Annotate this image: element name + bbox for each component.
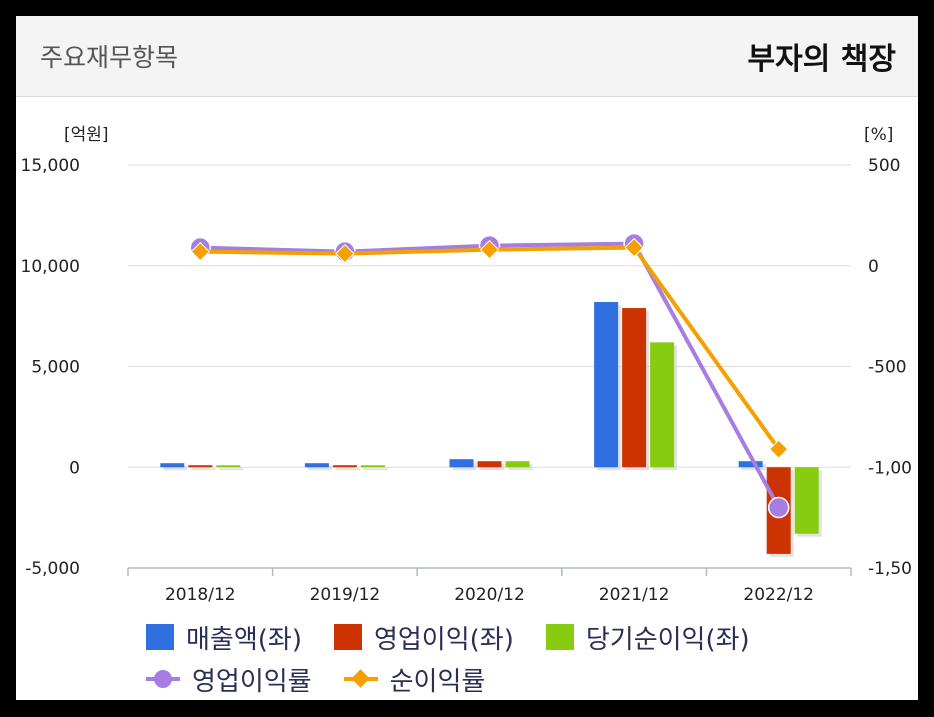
chart-panel: 주요재무항목 부자의 책장 15,000 10,000 5,000 0 -5,000 50…: [16, 16, 918, 700]
bar: [738, 461, 763, 468]
bar: [360, 465, 385, 468]
legend-row-bars: 매출액(좌) 영업이익(좌) 당기순이익(좌): [146, 616, 906, 658]
bar: [332, 465, 357, 468]
right-tick-label: 500: [868, 156, 900, 176]
line-point: [624, 237, 644, 258]
left-tick-label: 5,000: [31, 358, 80, 378]
left-axis-unit: [억원]: [64, 125, 109, 145]
legend-label-operating-profit: 영업이익(좌): [373, 624, 514, 655]
right-tick-label: 0: [868, 257, 879, 277]
financial-chart: 15,000 10,000 5,000 0 -5,000 500 0 -500 -1,00 -1,…: [21, 125, 912, 605]
bar: [477, 461, 502, 468]
line-point: [767, 496, 790, 519]
legend-label-net-income: 당기순이익(좌): [585, 624, 750, 655]
category-label: 2022/12: [743, 585, 814, 605]
left-tick-label: 10,000: [21, 257, 80, 277]
line-point: [190, 241, 211, 262]
legend-swatch-net-margin: [343, 666, 378, 692]
bar: [188, 465, 213, 468]
legend-swatch-net-income: [545, 624, 574, 650]
bar-shadow: [163, 466, 188, 471]
legend-label-net-margin: 순이익률: [389, 666, 486, 697]
legend-item-revenue[interactable]: 매출액(좌): [146, 619, 302, 656]
legend-item-operating-margin[interactable]: 영업이익률: [146, 661, 312, 698]
bar-shadow: [307, 466, 332, 471]
bar: [622, 308, 647, 468]
bar-shadow: [219, 468, 244, 471]
panel-header: 주요재무항목 부자의 책장: [16, 16, 918, 97]
line-point: [335, 243, 355, 264]
bar: [160, 463, 185, 468]
left-tick-label: 0: [69, 458, 80, 478]
right-tick-label: -500: [868, 358, 907, 378]
category-label: 2020/12: [454, 585, 525, 605]
legend-item-operating-profit[interactable]: 영업이익(좌): [333, 619, 514, 656]
bar: [505, 461, 530, 468]
bar: [216, 465, 241, 468]
legend-label-revenue: 매출액(좌): [186, 624, 302, 655]
bar: [594, 302, 619, 468]
bar-shadow: [191, 468, 216, 471]
legend-swatch-operating-margin: [146, 666, 180, 692]
legend-item-net-margin[interactable]: 순이익률: [343, 661, 486, 698]
right-tick-label: -1,00: [868, 458, 912, 478]
brand-logo-text: 부자의 책장: [747, 42, 896, 77]
line-point: [479, 239, 500, 260]
bar: [650, 342, 675, 468]
left-tick-label: 15,000: [21, 156, 80, 176]
chart-legend: 매출액(좌) 영업이익(좌) 당기순이익(좌) 영업이익률: [146, 616, 906, 700]
left-tick-label: -5,000: [25, 559, 80, 579]
bar: [304, 463, 329, 468]
category-label: 2019/12: [310, 585, 381, 605]
legend-swatch-revenue: [146, 624, 174, 650]
category-label: 2021/12: [599, 585, 670, 605]
category-label: 2018/12: [165, 585, 236, 605]
legend-item-net-income[interactable]: 당기순이익(좌): [545, 619, 750, 656]
legend-row-lines: 영업이익률 순이익률: [146, 658, 906, 700]
bar: [794, 467, 819, 534]
panel-title: 주요재무항목: [40, 43, 179, 72]
bar-shadow: [363, 468, 388, 471]
right-tick-label: -1,50: [868, 559, 912, 579]
bar: [449, 459, 474, 468]
bar-shadow: [335, 468, 360, 471]
right-axis-unit: [%]: [864, 125, 893, 145]
line-point: [768, 439, 789, 459]
legend-swatch-operating-profit: [333, 624, 362, 650]
legend-label-operating-margin: 영업이익률: [192, 666, 312, 697]
